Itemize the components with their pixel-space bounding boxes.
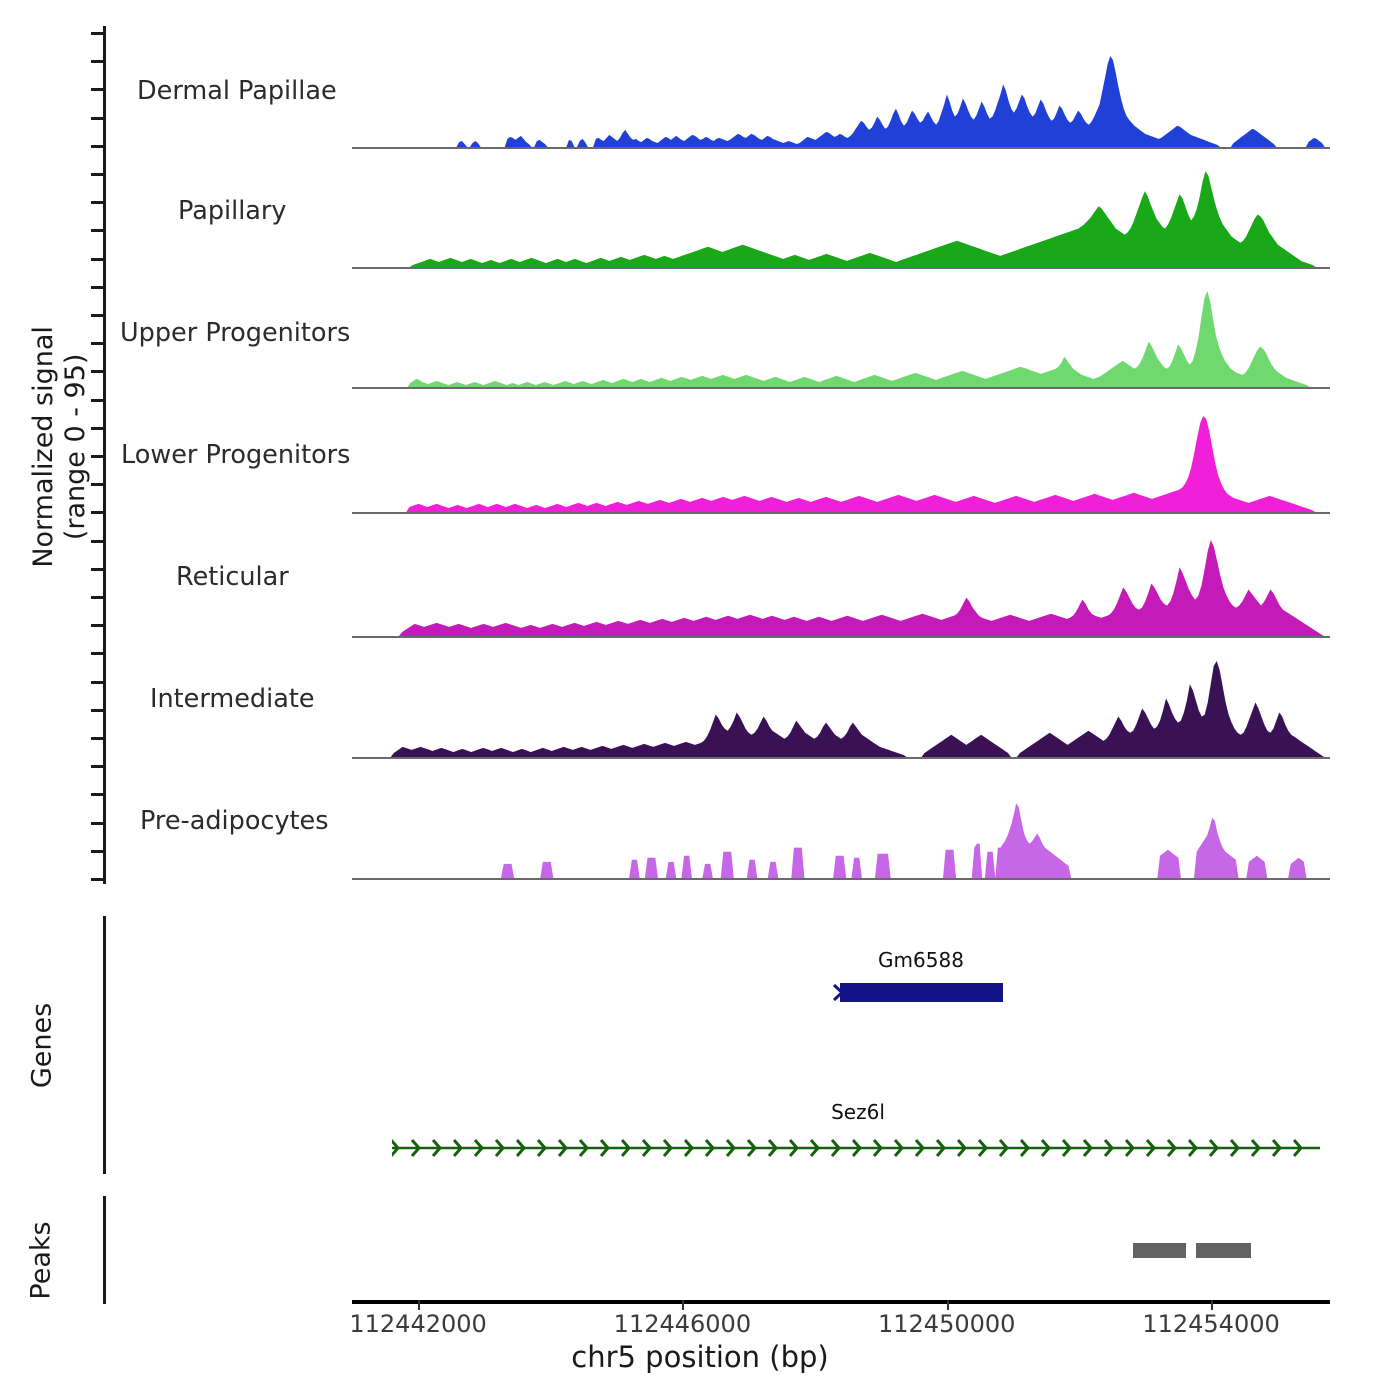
- signal-area: [352, 540, 1330, 636]
- y-axis-tick: [91, 539, 103, 543]
- track-baseline: [352, 636, 1330, 638]
- y-axis-tick: [91, 257, 103, 261]
- y-axis-tick: [91, 793, 103, 797]
- y-axis-tick: [91, 567, 103, 571]
- x-axis-tick: [682, 1300, 685, 1310]
- track-baseline: [352, 267, 1330, 269]
- peak-bar[interactable]: [1196, 1243, 1251, 1258]
- gene-label-gm6588: Gm6588: [878, 948, 964, 972]
- x-axis-tick-label: 112450000: [878, 1310, 1016, 1338]
- y-axis-tick: [91, 32, 103, 35]
- y-axis-tick: [91, 342, 103, 346]
- y-axis-tick: [91, 624, 103, 628]
- genes-panel-label: Genes: [26, 1002, 58, 1089]
- track-label-lower-progenitors: Lower Progenitors: [121, 440, 351, 470]
- gene-body-sez6l[interactable]: [392, 1137, 1324, 1159]
- track-baseline: [352, 147, 1330, 149]
- x-axis-tick: [418, 1300, 421, 1310]
- x-axis-tick: [1211, 1300, 1214, 1310]
- y-axis-tick: [91, 765, 103, 769]
- signal-area: [352, 291, 1330, 387]
- gene-label-sez6l: Sez6l: [831, 1100, 885, 1124]
- y-axis-tick: [91, 88, 103, 92]
- track-label-upper-progenitors: Upper Progenitors: [120, 318, 351, 348]
- track-label-papillary: Papillary: [178, 196, 287, 226]
- y-axis-tick: [91, 680, 103, 684]
- y-axis-tick: [91, 878, 103, 881]
- signal-area: [352, 661, 1330, 757]
- track-label-pre-adipocytes: Pre-adipocytes: [140, 806, 329, 836]
- y-axis-tick: [91, 737, 103, 740]
- track-label-reticular: Reticular: [176, 562, 289, 592]
- peaks-panel-spine: [103, 1196, 106, 1304]
- y-axis-tick: [91, 116, 103, 120]
- y-axis-tick: [91, 708, 103, 712]
- track-label-dermal-papillae: Dermal Papillae: [137, 76, 337, 106]
- y-axis-tick: [91, 483, 103, 487]
- y-axis-tick: [91, 229, 103, 233]
- y-axis-label: Normalized signal (range 0 - 95): [28, 326, 91, 568]
- track-baseline: [352, 512, 1330, 514]
- y-axis-tick: [91, 426, 103, 430]
- y-axis-tick: [91, 285, 103, 289]
- y-axis-tick: [91, 455, 103, 458]
- x-axis-tick: [946, 1300, 949, 1310]
- y-axis-tick: [91, 398, 103, 402]
- y-axis-tick: [91, 511, 103, 515]
- y-axis-tick: [91, 652, 103, 656]
- peaks-panel-label: Peaks: [25, 1221, 57, 1300]
- x-axis-title: chr5 position (bp): [571, 1340, 829, 1374]
- track-baseline: [352, 387, 1330, 389]
- x-axis-tick-label: 112442000: [349, 1310, 487, 1338]
- y-axis-tick: [91, 370, 103, 374]
- y-axis-tick: [91, 201, 103, 205]
- y-axis-tick: [91, 314, 103, 317]
- signal-area: [352, 171, 1330, 267]
- x-axis-tick-label: 112454000: [1142, 1310, 1280, 1338]
- gene-strand-arrow-icon: [832, 983, 845, 1002]
- track-label-intermediate: Intermediate: [150, 684, 315, 714]
- y-axis-tick: [91, 821, 103, 825]
- signal-area: [352, 803, 1330, 878]
- signal-area: [352, 416, 1330, 512]
- y-axis-tick: [91, 849, 103, 853]
- x-axis-tick-label: 112446000: [613, 1310, 752, 1338]
- x-axis-spine: [352, 1300, 1330, 1304]
- y-axis-tick: [91, 173, 103, 176]
- signal-y-axis-spine: [103, 26, 106, 884]
- y-axis-tick: [91, 596, 103, 599]
- track-baseline: [352, 757, 1330, 759]
- y-axis-tick: [91, 144, 103, 148]
- gene-body-gm6588[interactable]: [840, 983, 1003, 1002]
- y-axis-tick: [91, 60, 103, 64]
- track-baseline: [352, 878, 1330, 880]
- peak-bar[interactable]: [1133, 1243, 1186, 1258]
- genes-panel-spine: [103, 916, 106, 1174]
- signal-area: [352, 56, 1330, 147]
